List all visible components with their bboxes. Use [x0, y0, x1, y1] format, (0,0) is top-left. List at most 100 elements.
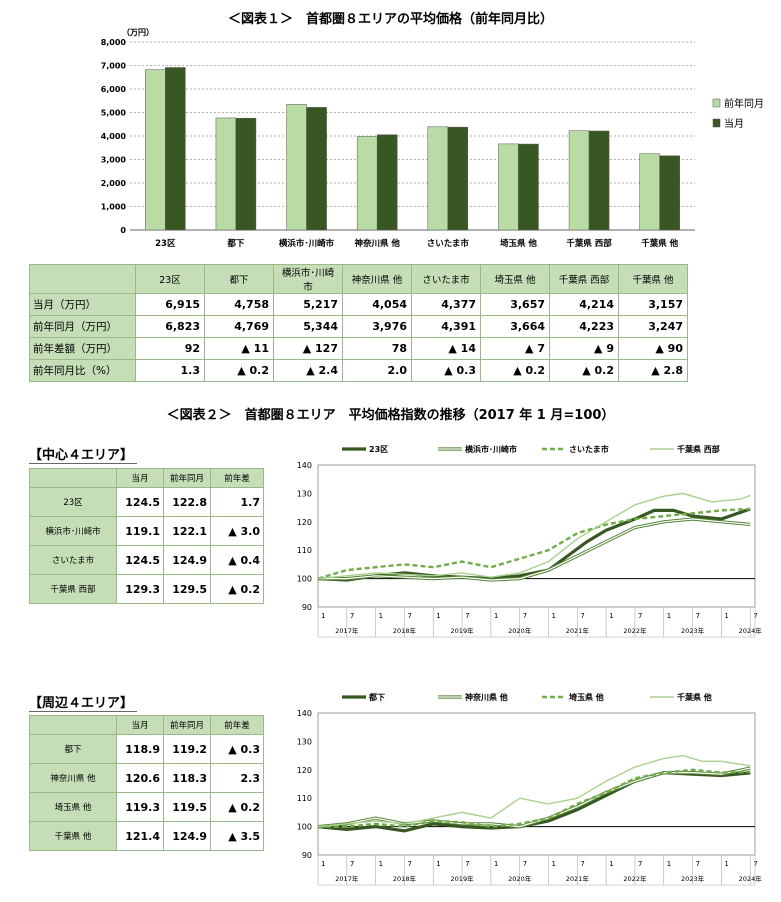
- table-cell: ▲ 0.2: [480, 359, 550, 382]
- x-year-label: 2017年: [335, 874, 359, 883]
- table-cell: 6,915: [135, 293, 205, 316]
- table-cell: ▲ 127: [273, 337, 343, 360]
- x-month-label: 7: [696, 860, 700, 868]
- x-month-label: 7: [350, 860, 354, 868]
- x-month-label: 7: [465, 612, 469, 620]
- legend-swatch: [712, 98, 721, 108]
- y-tick-label: 100: [297, 575, 312, 584]
- y-tick-label: 3,000: [101, 156, 127, 165]
- table-row: 前年差額（万円） 92 ▲ 11 ▲ 127 78 ▲ 14 ▲ 7 ▲ 9 ▲ 90: [29, 337, 688, 360]
- series-line: [317, 754, 751, 828]
- table-cell: 92: [135, 337, 205, 360]
- table-cell: 129.3: [116, 574, 164, 604]
- legend-label: 当月: [724, 117, 744, 130]
- y-tick-label: 2,000: [101, 179, 127, 188]
- column-header: さいたま市: [411, 264, 481, 294]
- table-cell: ▲ 0.2: [549, 359, 619, 382]
- x-year-label: 2018年: [393, 874, 417, 883]
- series-line: [318, 517, 751, 582]
- x-month-label: 1: [436, 860, 440, 868]
- bar-curr: [376, 134, 398, 231]
- y-tick-label: 90: [302, 851, 312, 860]
- table-cell: ▲ 0.3: [411, 359, 481, 382]
- x-category-label: 神奈川県 他: [354, 238, 400, 249]
- x-category-label: さいたま市: [427, 238, 470, 249]
- table-cell: 122.1: [163, 516, 211, 546]
- table-cell: 118.9: [116, 734, 164, 764]
- legend-label: 埼玉県 他: [569, 692, 604, 702]
- column-header: 23区: [135, 264, 205, 294]
- x-month-label: 1: [494, 860, 498, 868]
- column-header: 当月: [116, 468, 164, 488]
- x-month-label: 1: [609, 860, 613, 868]
- row-label: 千葉県 他: [29, 821, 117, 851]
- x-category-label: 横浜市･川崎市: [278, 238, 335, 249]
- legend-label: 千葉県 西部: [677, 444, 720, 454]
- x-month-label: 7: [580, 860, 584, 868]
- y-tick-label: 140: [297, 461, 312, 470]
- table-cell: ▲ 0.2: [210, 574, 264, 604]
- x-year-label: 2017年: [335, 626, 359, 635]
- bar-curr: [306, 107, 327, 231]
- table-cell: ▲ 0.2: [210, 792, 264, 822]
- bar-curr: [588, 130, 610, 231]
- plot-frame: [317, 712, 756, 856]
- plot-frame: [317, 464, 756, 608]
- legend-swatch: [712, 118, 721, 128]
- row-label: 前年同月比（%）: [29, 359, 136, 382]
- table-cell: 3,247: [618, 315, 688, 338]
- x-month-label: 1: [724, 860, 728, 868]
- series-line: [317, 766, 751, 829]
- table-row: 横浜市･川崎市 119.1 122.1 ▲ 3.0: [29, 516, 264, 546]
- table-cell: 4,758: [204, 293, 274, 316]
- x-month-label: 1: [436, 612, 440, 620]
- x-year-label: 2020年: [508, 874, 532, 883]
- y-tick-label: 110: [297, 546, 312, 555]
- table-cell: 4,214: [549, 293, 619, 316]
- table-cell: 119.5: [163, 792, 211, 822]
- row-label: 神奈川県 他: [29, 763, 117, 793]
- table-row: 23区 124.5 122.8 1.7: [29, 487, 264, 517]
- column-header: 横浜市･川崎市: [273, 264, 343, 294]
- x-month-label: 1: [321, 612, 325, 620]
- x-month-label: 7: [638, 612, 642, 620]
- legend-label: 神奈川県 他: [465, 692, 508, 702]
- table-cell: 119.2: [163, 734, 211, 764]
- x-month-label: 7: [753, 612, 757, 620]
- table-cell: 1.3: [135, 359, 205, 382]
- table-cell: 119.3: [116, 792, 164, 822]
- table-cell: ▲ 2.8: [618, 359, 688, 382]
- row-label: 当月（万円）: [29, 293, 136, 316]
- table-row: 埼玉県 他 119.3 119.5 ▲ 0.2: [29, 792, 264, 822]
- x-month-label: 7: [407, 612, 411, 620]
- table-cell: 3,664: [480, 315, 550, 338]
- x-year-label: 2022年: [623, 874, 647, 883]
- y-tick-label: 7,000: [101, 62, 127, 71]
- table-cell: 2.3: [210, 763, 264, 793]
- x-category-label: 千葉県 西部: [566, 238, 612, 249]
- x-month-label: 1: [724, 612, 728, 620]
- table-cell: 121.4: [116, 821, 164, 851]
- table-cell: ▲ 0.3: [210, 734, 264, 764]
- y-tick-label: 110: [297, 794, 312, 803]
- x-month-label: 1: [321, 860, 325, 868]
- table-cell: 129.5: [163, 574, 211, 604]
- center-area-table: 当月 前年同月 前年差 23区 124.5 122.8 1.7 横浜市･川崎市 119.1 122…: [29, 468, 264, 604]
- corner-cell: [29, 264, 136, 294]
- x-month-label: 1: [379, 860, 383, 868]
- series-line-inner: [318, 518, 751, 581]
- column-header: 千葉県 西部: [549, 264, 619, 294]
- table-row: 千葉県 西部 129.3 129.5 ▲ 0.2: [29, 574, 264, 604]
- table-row: 前年同月（万円） 6,823 4,769 5,344 3,976 4,391 3,664 4,…: [29, 315, 688, 338]
- figure2-title: ＜図表２＞ 首都圏８エリア 平均価格指数の推移（2017 年 1 月=100）: [166, 408, 615, 423]
- table-row: 都下 118.9 119.2 ▲ 0.3: [29, 734, 264, 764]
- x-category-label: 都下: [226, 238, 245, 249]
- x-month-label: 7: [638, 860, 642, 868]
- corner-cell: [29, 468, 117, 488]
- y-tick-label: 90: [302, 603, 312, 612]
- bar-prev: [356, 136, 378, 231]
- table-cell: ▲ 3.5: [210, 821, 264, 851]
- x-month-label: 1: [609, 612, 613, 620]
- bar-prev: [427, 126, 449, 231]
- y-tick-label: 120: [297, 766, 312, 775]
